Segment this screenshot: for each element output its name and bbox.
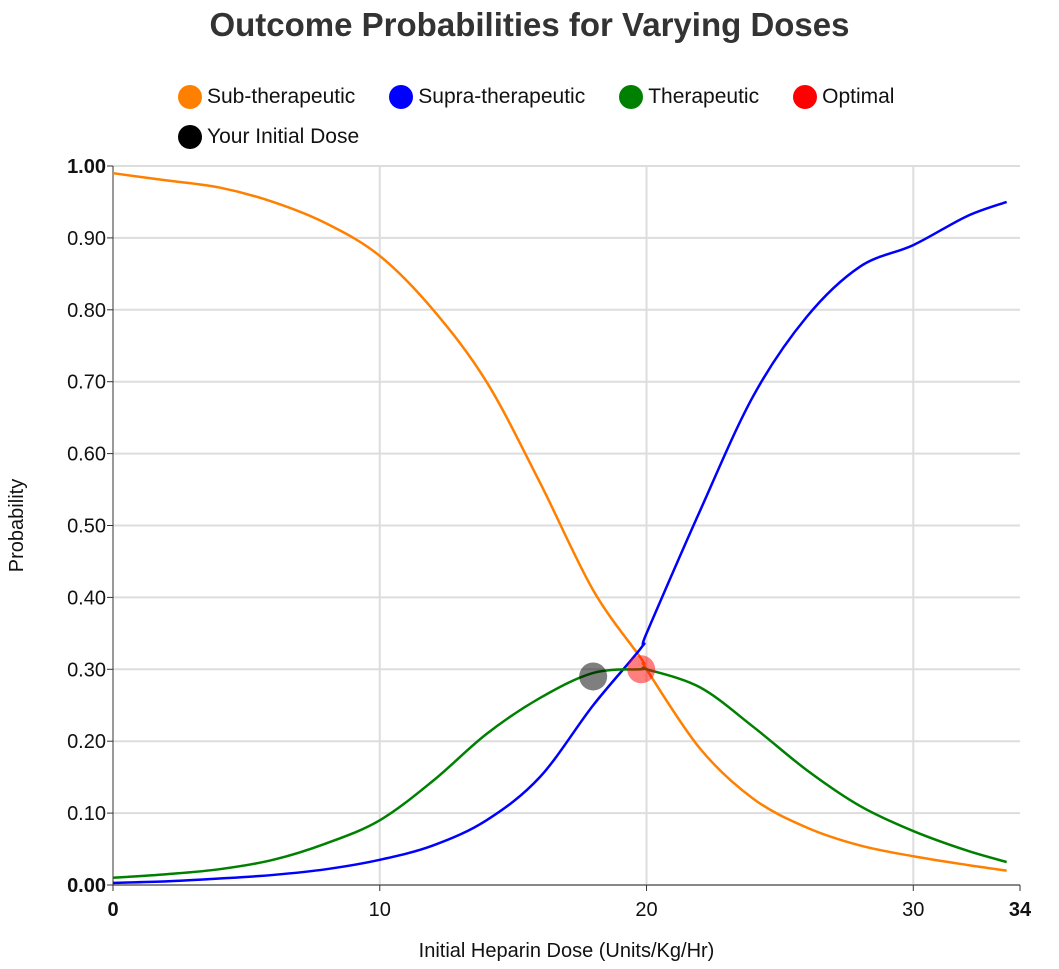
legend-swatch-therapeutic <box>619 85 644 109</box>
legend-label-sub-therapeutic: Sub-therapeutic <box>207 85 356 108</box>
legend-item-supra-therapeutic[interactable]: Supra-therapeutic <box>389 85 585 109</box>
y-tick-label: 0.10 <box>67 803 106 825</box>
chart-title: Outcome Probabilities for Varying Doses <box>209 6 850 43</box>
y-tick-label: 0.50 <box>67 516 106 538</box>
legend-swatch-supra-therapeutic <box>389 85 414 109</box>
legend-swatch-your-initial-dose <box>178 125 202 149</box>
legend-label-supra-therapeutic: Supra-therapeutic <box>418 85 586 108</box>
y-tick-label: 0.20 <box>67 731 106 753</box>
y-tick-label: 0.70 <box>67 372 106 394</box>
series-line-therapeutic <box>112 666 1008 880</box>
y-axis-label: Probability <box>6 479 28 572</box>
legend-swatch-optimal <box>793 85 818 109</box>
legend-item-your-initial-dose[interactable]: Your Initial Dose <box>178 125 359 149</box>
point-your-initial-dose[interactable] <box>579 662 608 691</box>
x-tick-label: 0 <box>107 899 118 921</box>
series-lines <box>112 171 1008 885</box>
legend-row-1: Sub-therapeutic Supra-therapeutic Therap… <box>178 82 1038 112</box>
grid <box>113 165 1020 886</box>
x-tick-label: 20 <box>635 899 657 921</box>
legend-swatch-sub-therapeutic <box>178 85 202 109</box>
y-tick-label: 0.30 <box>67 659 106 681</box>
legend-item-sub-therapeutic[interactable]: Sub-therapeutic <box>178 85 355 109</box>
y-tick-label: 0.40 <box>67 587 106 609</box>
legend-label-your-initial-dose: Your Initial Dose <box>207 125 360 148</box>
y-tick-label: 0.80 <box>67 300 106 322</box>
x-tick-label: 30 <box>902 899 924 921</box>
y-tick-label: 0.60 <box>67 444 106 466</box>
axes <box>107 165 1021 891</box>
tick-labels: 0.00 0.10 0.20 0.30 0.40 0.50 0.60 0.70 0.80 0.90… <box>67 156 1032 921</box>
legend-label-therapeutic: Therapeutic <box>648 85 760 108</box>
legend-item-optimal[interactable]: Optimal <box>793 85 894 109</box>
x-tick-label: 34 <box>1009 899 1032 921</box>
legend-row-2: Your Initial Dose <box>178 122 1038 152</box>
x-tick-label: 10 <box>369 899 391 921</box>
x-axis-label: Initial Heparin Dose (Units/Kg/Hr) <box>419 940 715 962</box>
legend-label-optimal: Optimal <box>822 85 895 108</box>
legend: Sub-therapeutic Supra-therapeutic Therap… <box>178 82 1038 162</box>
legend-item-therapeutic[interactable]: Therapeutic <box>619 85 759 109</box>
series-line-sub-therapeutic <box>112 171 1007 872</box>
series-line-supra-therapeutic <box>112 200 1008 885</box>
y-tick-label: 1.00 <box>67 156 106 178</box>
highlight-points <box>579 655 656 691</box>
y-tick-label: 0.00 <box>67 875 106 897</box>
y-tick-label: 0.90 <box>67 228 106 250</box>
point-optimal[interactable] <box>627 655 656 684</box>
